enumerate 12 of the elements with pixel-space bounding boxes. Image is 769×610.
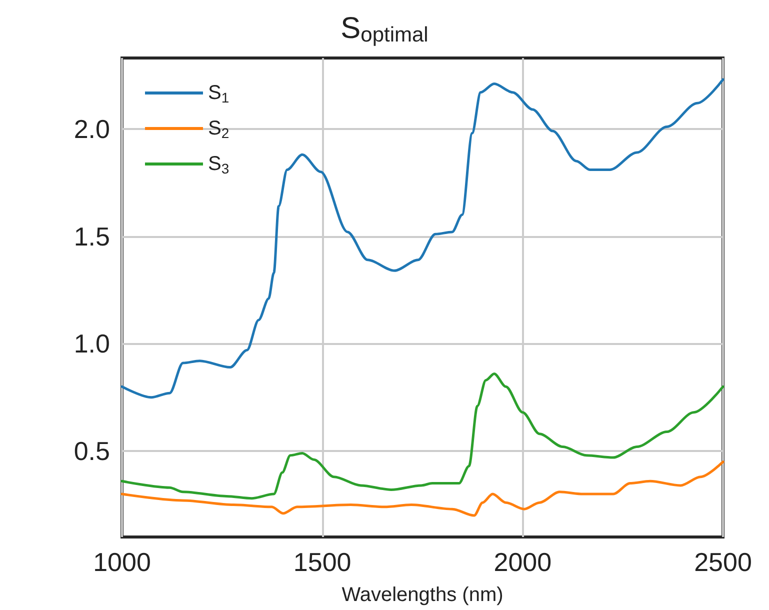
line-series xyxy=(120,460,724,517)
x-tick-label: 2000 xyxy=(494,547,552,577)
line-series xyxy=(120,78,724,399)
y-tick-label: 1.5 xyxy=(74,221,110,252)
x-tick-label: 1500 xyxy=(293,547,352,577)
line-series xyxy=(120,372,724,500)
y-tick-label: 2.0 xyxy=(74,114,110,144)
y-tick-label: 1.0 xyxy=(74,328,110,359)
x-tick-label: 2500 xyxy=(694,547,752,577)
y-tick-label: 0.5 xyxy=(74,436,110,466)
x-tick-label: 1000 xyxy=(93,547,151,577)
x-axis-title: Wavelengths (nm) xyxy=(342,584,504,606)
